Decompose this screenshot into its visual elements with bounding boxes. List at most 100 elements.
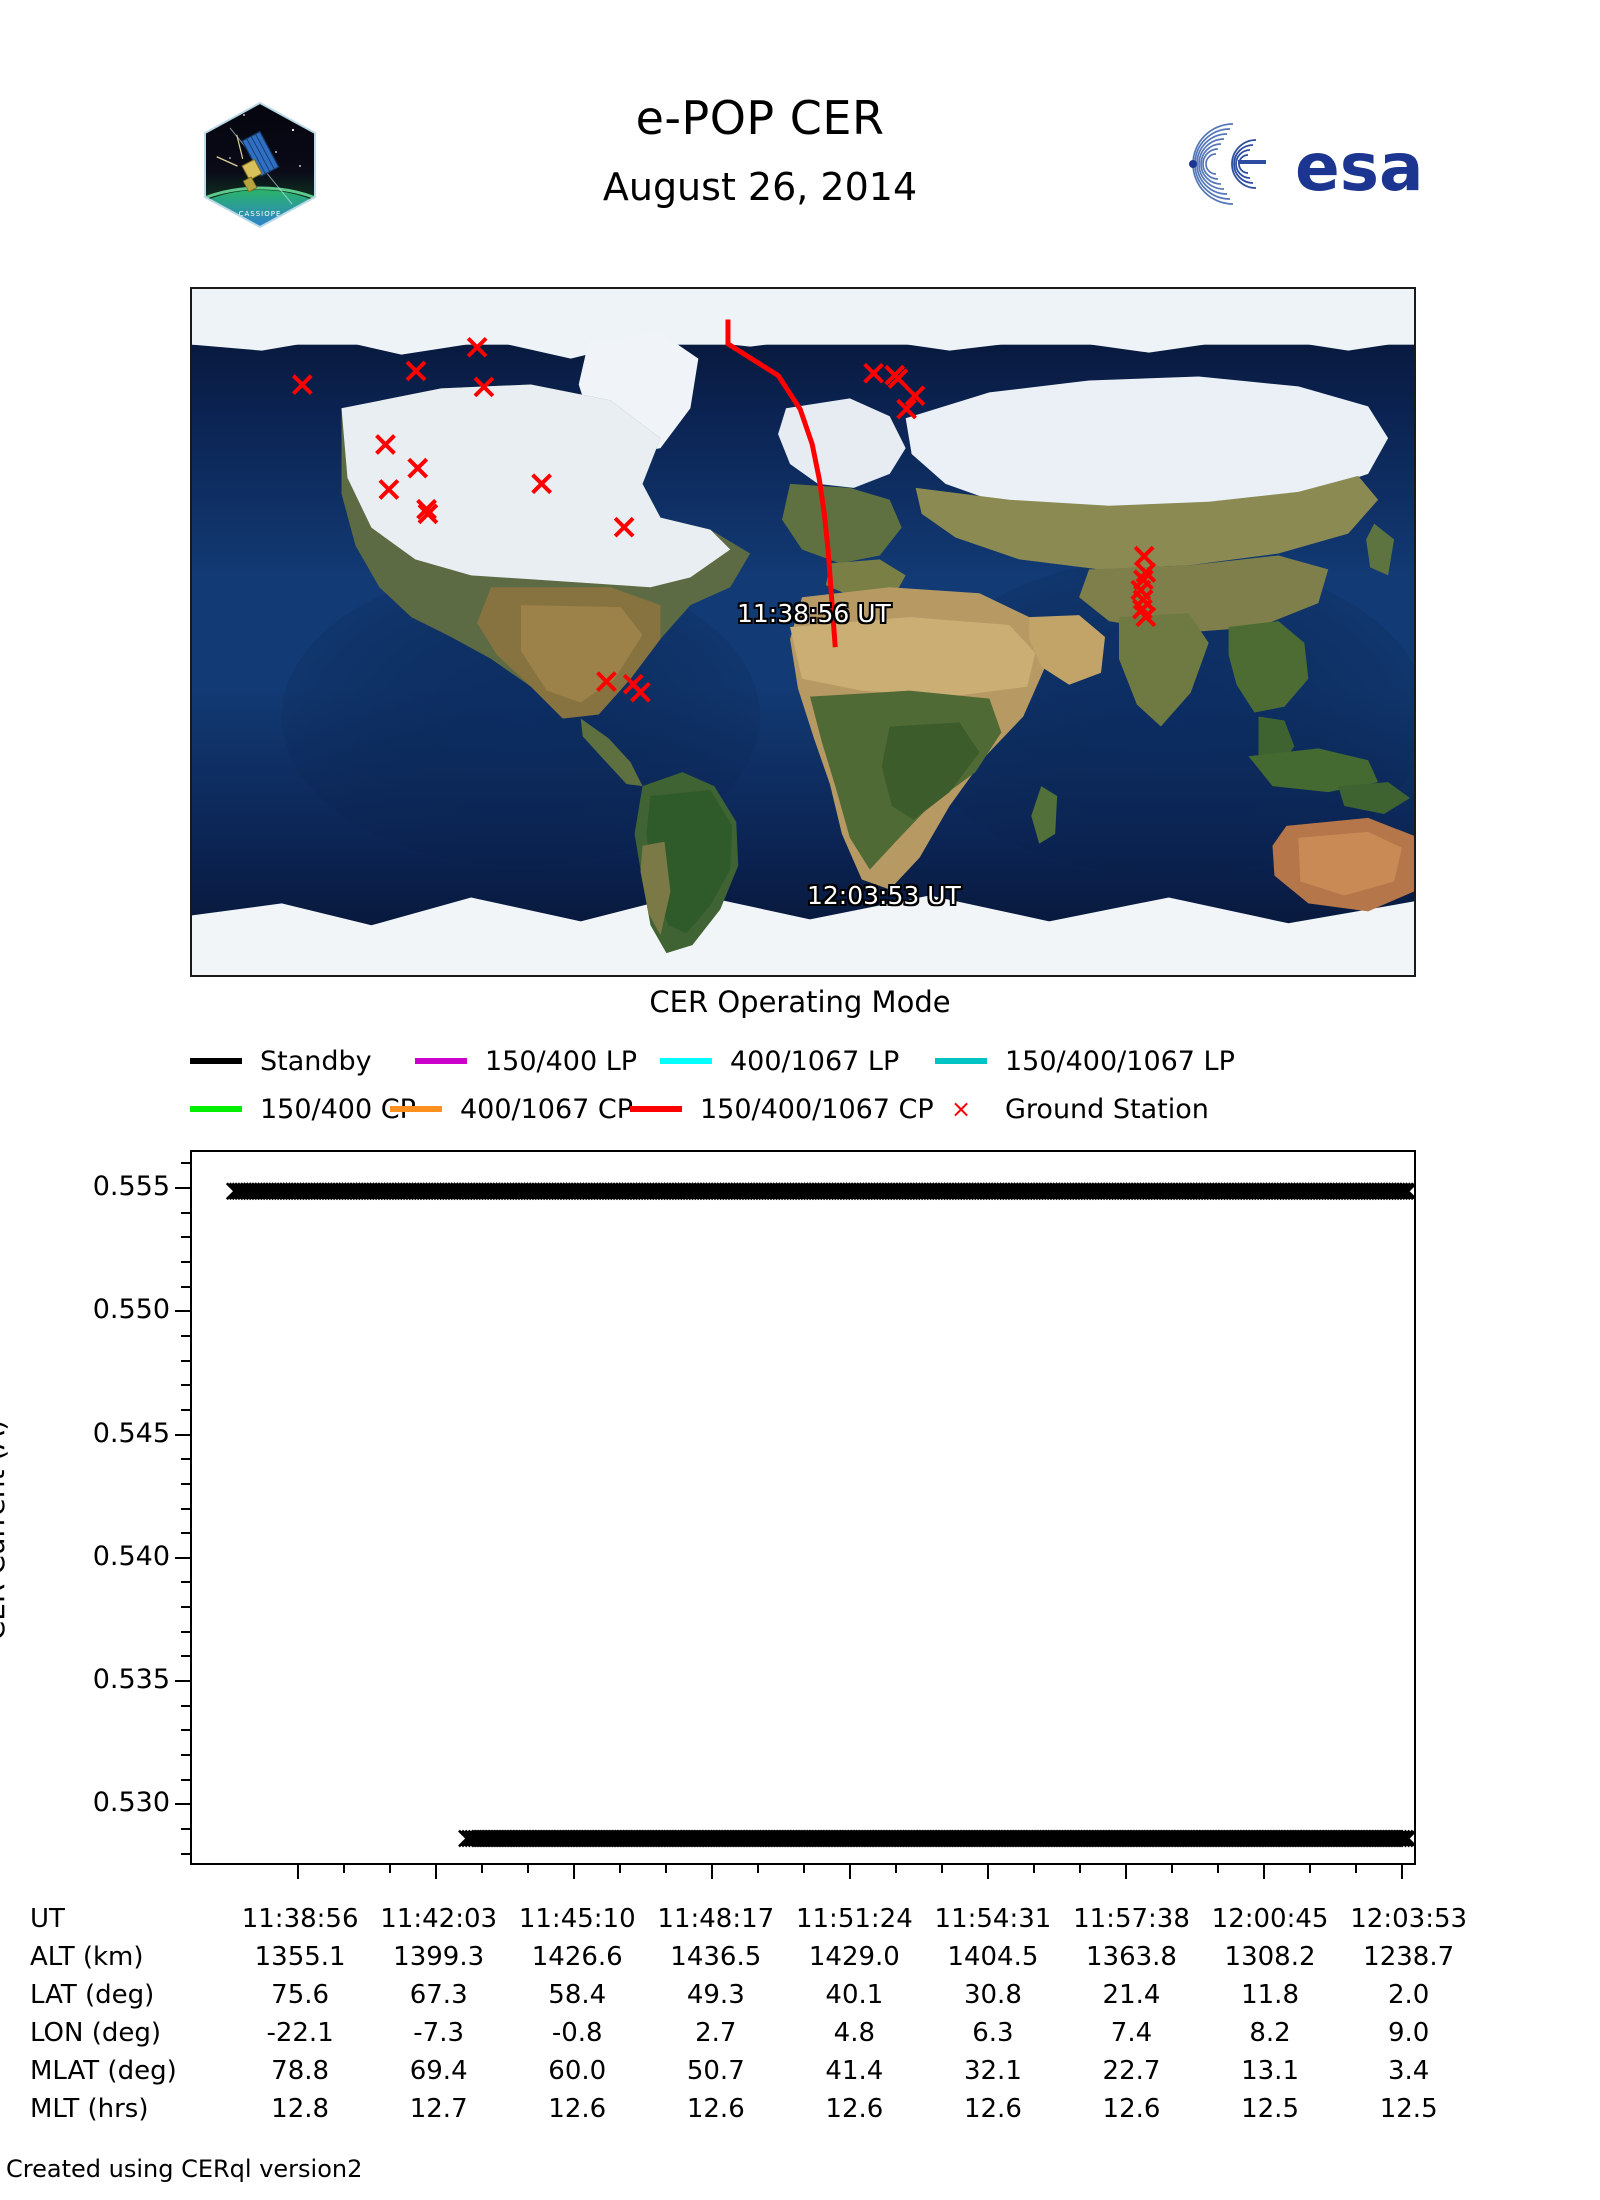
footer-credit: Created using CERql version2 xyxy=(6,2155,363,2183)
ephemeris-row-label: MLAT (deg) xyxy=(30,2056,177,2086)
ephemeris-cell: 12.6 xyxy=(686,2094,745,2124)
y-tick-mark xyxy=(175,1310,190,1313)
y-minor-tick xyxy=(181,1458,190,1461)
table-row: MLT (hrs) 12.8 12.7 12.6 12.6 12.6 12.6 12.6 12.… xyxy=(28,2090,1478,2128)
ephemeris-cell: -0.8 xyxy=(551,2018,603,2048)
ground-station-x-icon xyxy=(466,336,488,358)
scatter-series xyxy=(225,1182,1414,1201)
ground-station-x-icon xyxy=(887,368,909,389)
ephemeris-cell: 69.4 xyxy=(409,2056,468,2086)
legend-entry[interactable]: 400/1067 LP xyxy=(660,1040,899,1082)
cassiope-logo: CASSIOPE xyxy=(200,100,320,230)
ephemeris-cell: 58.4 xyxy=(548,1980,607,2010)
x-tick-mark xyxy=(1401,1865,1403,1879)
ephemeris-cell: 32.1 xyxy=(963,2056,1022,2086)
ground-station-x-icon xyxy=(613,516,635,538)
legend-entry[interactable]: 400/1067 CP xyxy=(390,1088,633,1130)
ground-station-x-icon xyxy=(904,385,926,407)
y-tick-label: 0.545 xyxy=(92,1417,170,1449)
legend-entry[interactable]: Standby xyxy=(190,1040,372,1082)
x-minor-tick xyxy=(665,1865,667,1873)
legend-entry[interactable]: × Ground Station xyxy=(935,1088,1209,1130)
legend-entry[interactable]: 150/400 LP xyxy=(415,1040,637,1082)
legend-label: 400/1067 LP xyxy=(730,1045,900,1077)
ephemeris-cell: 11:57:38 xyxy=(1073,1904,1190,1934)
esa-logo: esa xyxy=(1160,118,1450,210)
data-point-x-marker xyxy=(1395,1829,1414,1848)
legend-entry[interactable]: 150/400/1067 CP xyxy=(630,1088,934,1130)
ground-station-x-icon xyxy=(291,374,313,396)
y-minor-tick xyxy=(181,1630,190,1633)
ephemeris-cell: 11:48:17 xyxy=(657,1904,775,1934)
legend-color-swatch xyxy=(415,1058,467,1064)
table-row: UT 11:38:56 11:42:03 11:45:10 11:48:17 11:51:… xyxy=(28,1900,1478,1938)
ephemeris-cell: 2.0 xyxy=(1387,1980,1430,2010)
ephemeris-cell: -22.1 xyxy=(266,2018,334,2048)
y-minor-tick xyxy=(181,1236,190,1239)
page-title: e-POP CER xyxy=(635,91,885,145)
ephemeris-cell: 50.7 xyxy=(686,2056,745,2086)
x-tick-mark xyxy=(435,1865,437,1879)
legend-entry[interactable]: 150/400/1067 LP xyxy=(935,1040,1235,1082)
x-tick-mark xyxy=(1125,1865,1127,1879)
ephemeris-cell: 1404.5 xyxy=(947,1942,1039,1972)
ephemeris-cell: 1363.8 xyxy=(1085,1942,1177,1972)
legend-label: Standby xyxy=(260,1045,372,1077)
ephemeris-cell: 7.4 xyxy=(1110,2018,1153,2048)
x-minor-tick xyxy=(527,1865,529,1873)
ephemeris-table: UT 11:38:56 11:42:03 11:45:10 11:48:17 11:51:… xyxy=(28,1900,1478,2128)
ephemeris-cell: 21.4 xyxy=(1102,1980,1161,2010)
ephemeris-cell: 60.0 xyxy=(548,2056,607,2086)
y-minor-tick xyxy=(181,1606,190,1609)
legend-x-marker-icon: × xyxy=(950,1095,972,1123)
ephemeris-cell: -7.3 xyxy=(413,2018,465,2048)
legend-title: CER Operating Mode xyxy=(649,985,951,1019)
ground-track-map[interactable]: 11:38:56 UT 12:03:53 UT xyxy=(190,287,1416,977)
ephemeris-cell: 4.8 xyxy=(833,2018,876,2048)
legend-label: 400/1067 CP xyxy=(460,1093,634,1125)
ephemeris-cell: 41.4 xyxy=(825,2056,884,2086)
ephemeris-cell: 12.8 xyxy=(271,2094,330,2124)
ephemeris-grid: UT 11:38:56 11:42:03 11:45:10 11:48:17 11:51:… xyxy=(28,1900,1478,2128)
ephemeris-cell: 22.7 xyxy=(1102,2056,1161,2086)
ephemeris-cell: 1238.7 xyxy=(1363,1942,1455,1972)
y-tick-label: 0.540 xyxy=(92,1540,170,1572)
ground-station-x-icon xyxy=(473,376,495,398)
ephemeris-cell: 49.3 xyxy=(686,1980,745,2010)
ephemeris-row-label: LAT (deg) xyxy=(30,1980,155,2010)
y-tick-mark xyxy=(175,1680,190,1683)
ephemeris-cell: 1429.0 xyxy=(808,1942,900,1972)
y-minor-tick xyxy=(181,1581,190,1584)
table-row: ALT (km) 1355.1 1399.3 1426.6 1436.5 1429.0 14… xyxy=(28,1938,1478,1976)
esa-wordmark: esa xyxy=(1295,129,1424,206)
legend-entry[interactable]: 150/400 CP xyxy=(190,1088,416,1130)
map-start-time-label: 11:38:56 UT xyxy=(737,599,891,628)
cer-current-plot[interactable] xyxy=(190,1150,1416,1865)
ephemeris-cell: 9.0 xyxy=(1387,2018,1430,2048)
ephemeris-cell: 1355.1 xyxy=(254,1942,346,1972)
ephemeris-cell: 12:00:45 xyxy=(1211,1904,1329,1934)
y-tick-label: 0.535 xyxy=(92,1664,170,1696)
ground-station-x-icon xyxy=(405,360,427,382)
legend-row: 150/400 CP 400/1067 CP 150/400/1067 CP × Gro… xyxy=(190,1088,1440,1130)
y-minor-tick xyxy=(181,1507,190,1510)
y-tick-label: 0.530 xyxy=(92,1787,170,1819)
legend-color-swatch xyxy=(660,1058,712,1064)
ephemeris-row-label: UT xyxy=(30,1904,65,1934)
x-minor-tick xyxy=(757,1865,759,1873)
x-minor-tick xyxy=(1309,1865,1311,1873)
data-point-x-marker xyxy=(1398,1182,1414,1201)
x-minor-tick xyxy=(1171,1865,1173,1873)
data-point-x-marker xyxy=(1398,1829,1414,1848)
ephemeris-cell: 40.1 xyxy=(825,1980,884,2010)
legend-label: 150/400 CP xyxy=(260,1093,416,1125)
ephemeris-cell: 1436.5 xyxy=(670,1942,762,1972)
ephemeris-cell: 11:51:24 xyxy=(795,1904,913,1934)
x-tick-mark xyxy=(297,1865,299,1879)
ephemeris-cell: 12.6 xyxy=(825,2094,884,2124)
y-minor-tick xyxy=(181,1754,190,1757)
x-minor-tick xyxy=(619,1865,621,1873)
ephemeris-cell: 11.8 xyxy=(1241,1980,1299,2010)
y-tick-mark xyxy=(175,1186,190,1189)
y-minor-tick xyxy=(181,1482,190,1485)
